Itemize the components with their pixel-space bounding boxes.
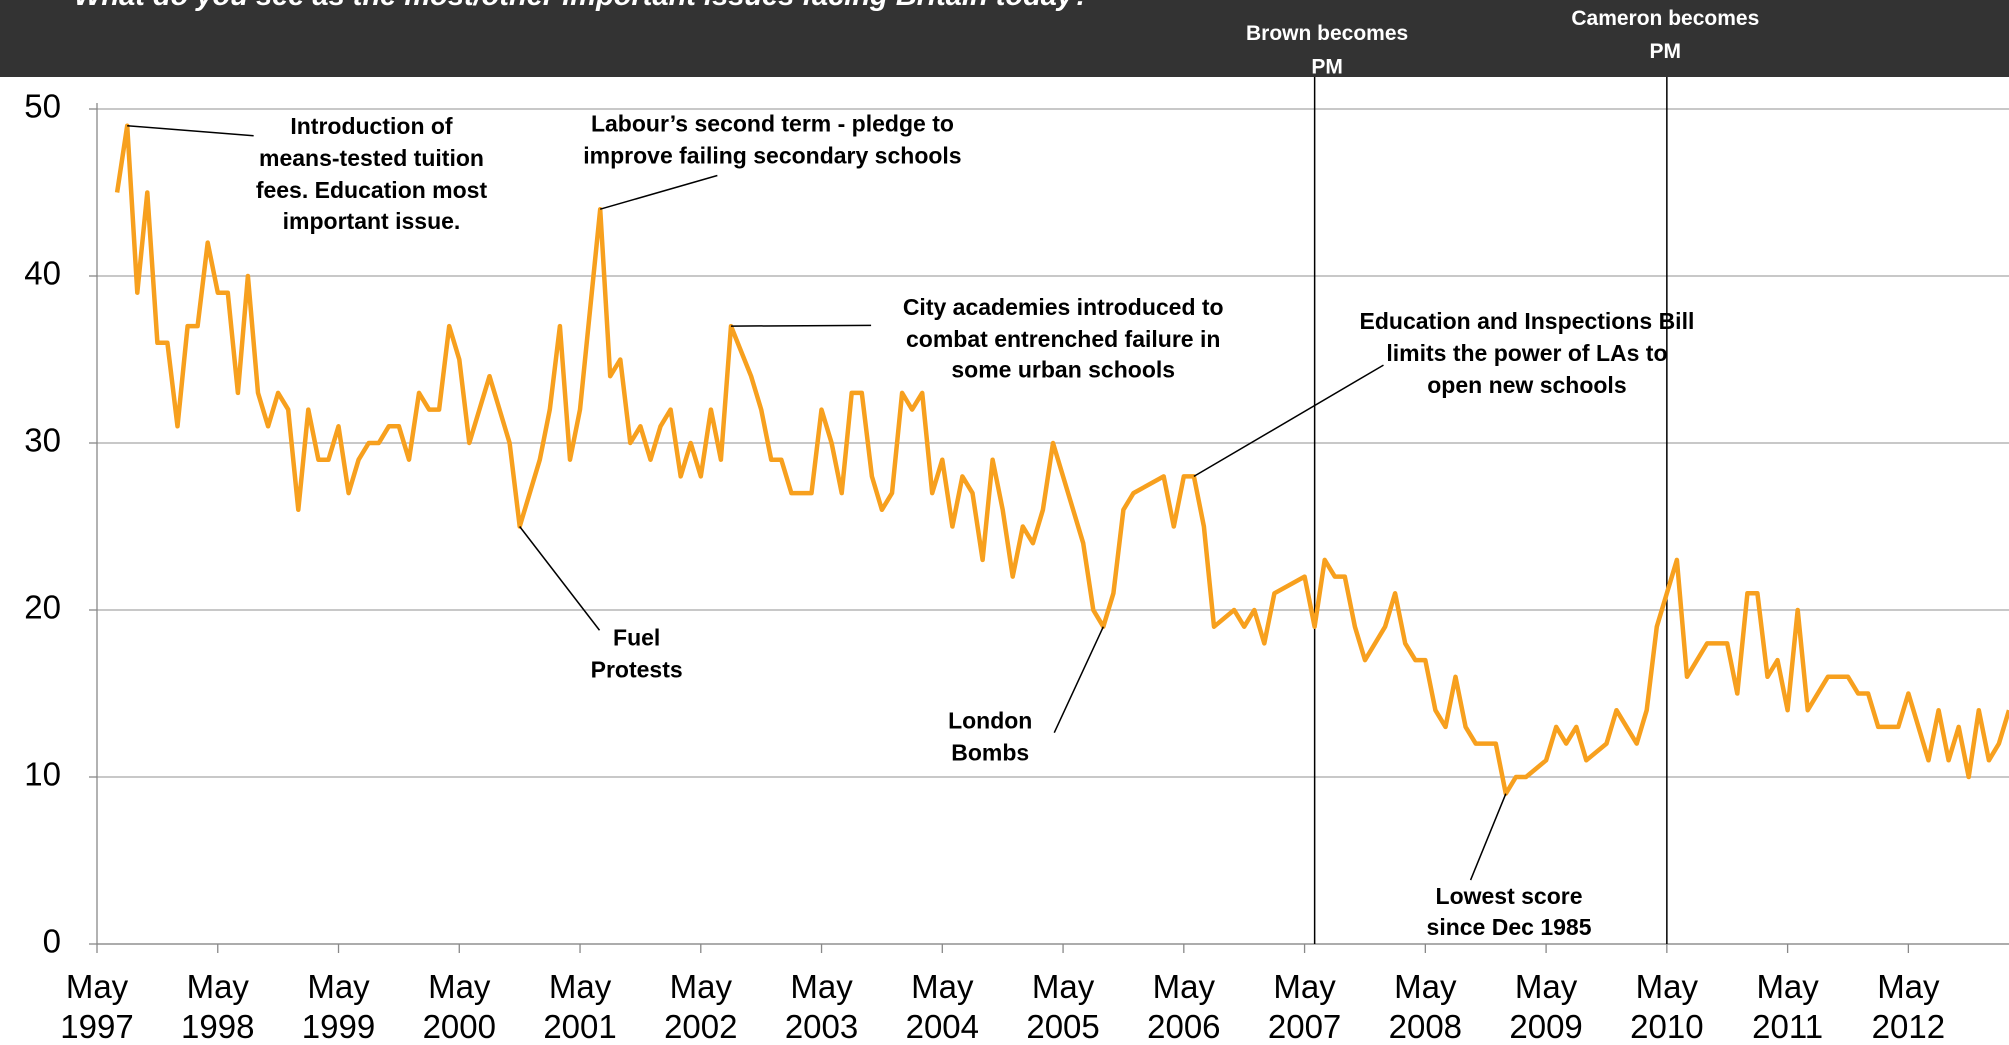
annotation-text: Protests — [591, 656, 683, 682]
x-tick-label: May 2011 — [1752, 968, 1823, 1045]
annotation-text: some urban schools — [951, 357, 1175, 383]
x-tick-label: May 2012 — [1872, 968, 1945, 1045]
y-tick-label: 50 — [24, 88, 61, 125]
annotation-text: since Dec 1985 — [1427, 914, 1592, 940]
annotation-leader — [1053, 626, 1104, 734]
y-tick-label: 10 — [24, 756, 61, 793]
annotation-text: Lowest score — [1436, 883, 1583, 909]
x-tick-label: May 2004 — [906, 968, 979, 1045]
x-tick-label: May 2008 — [1389, 968, 1462, 1045]
annotation-text: Education and Inspections Bill — [1360, 308, 1695, 334]
event-label: PM — [1311, 55, 1343, 78]
y-tick-label: 30 — [24, 422, 61, 459]
x-tick-label: May 2000 — [423, 968, 496, 1045]
y-tick-label: 0 — [43, 923, 61, 960]
annotation-text: improve failing secondary schools — [583, 143, 961, 169]
header-bar — [0, 0, 2009, 77]
event-label: PM — [1650, 40, 1682, 63]
annotation-text: City academies introduced to — [903, 294, 1224, 320]
x-tick-label: May 1999 — [302, 968, 375, 1045]
annotation-leader — [127, 124, 254, 137]
x-tick-label: May 2005 — [1026, 968, 1099, 1045]
chart-title: What do you see as the most/other import… — [74, 0, 1091, 12]
annotation-text: Bombs — [951, 740, 1029, 766]
data-line — [114, 123, 2009, 796]
annotation-leader — [599, 174, 718, 210]
x-tick-label: May 2001 — [543, 968, 616, 1045]
annotation-text: important issue. — [283, 208, 461, 234]
x-tick-label: May 1997 — [60, 968, 133, 1045]
x-tick-label: May 2009 — [1509, 968, 1582, 1045]
annotation-leader — [1193, 364, 1384, 478]
event-label: Brown becomes — [1246, 22, 1408, 45]
annotation-leader — [519, 526, 601, 631]
annotation-text: Introduction of — [290, 113, 453, 139]
y-tick-label: 40 — [24, 255, 61, 292]
event-label: Cameron becomes — [1571, 7, 1759, 30]
annotation-text: Labour’s second term - pledge to — [591, 111, 954, 137]
annotation-text: means-tested tuition — [259, 145, 484, 171]
annotation-text: fees. Education most — [256, 177, 488, 203]
annotation-text: open new schools — [1427, 372, 1626, 398]
annotation-text: London — [948, 708, 1032, 734]
y-tick-label: 20 — [24, 589, 61, 626]
x-tick-label: May 2002 — [664, 968, 737, 1045]
annotation-leader — [1469, 793, 1507, 881]
x-tick-label: May 2007 — [1268, 968, 1341, 1045]
annotation-leader — [730, 324, 872, 327]
x-tick-label: May 2003 — [785, 968, 858, 1045]
annotation-text: combat entrenched failure in — [906, 326, 1220, 352]
annotation-text: Fuel — [613, 624, 660, 650]
x-tick-label: May 2010 — [1630, 968, 1703, 1045]
x-tick-label: May 1998 — [181, 968, 254, 1045]
annotation-text: limits the power of LAs to — [1386, 340, 1667, 366]
x-tick-label: May 2006 — [1147, 968, 1220, 1045]
